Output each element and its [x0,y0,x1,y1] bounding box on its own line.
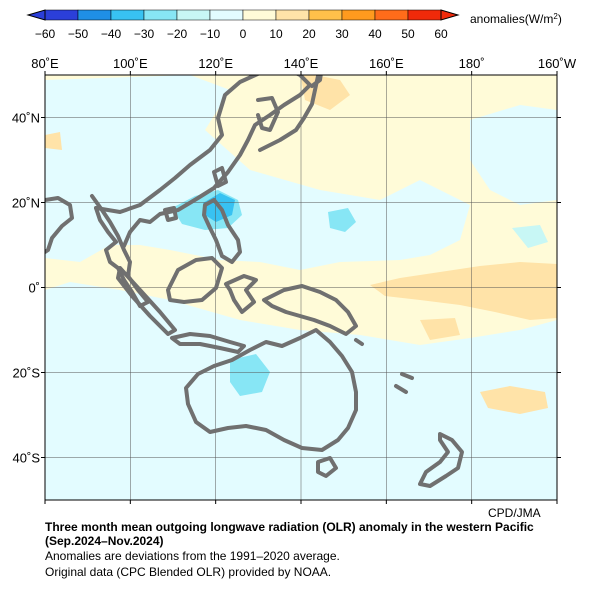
lon-label: 120˚E [198,56,233,71]
lon-label: 140˚E [284,56,319,71]
lon-label: 180˚ [459,56,485,71]
coast-java [170,332,246,354]
lat-label: 20˚N [12,196,40,211]
colorbar-unit-label: anomalies(W/m2) [470,12,562,27]
coast-small-islands [354,338,414,394]
coast-australia [184,328,358,452]
coast-korea [256,96,280,132]
colorbar-low-arrow [26,9,46,21]
colorbar-tick-label: 10 [269,27,283,41]
lat-label: 20˚S [13,366,41,381]
coast-sulawesi [224,274,258,314]
colorbar-high-arrow [440,9,460,21]
axis-labels: 80˚E 100˚E 120˚E 140˚E 160˚E 180˚ 160˚W 40˚N 20˚… [12,56,577,504]
coast-borneo [166,256,224,304]
colorbar-cell [77,9,112,21]
caption-title: Three month mean outgoing longwave radia… [45,520,534,534]
colorbar-cell [407,9,442,21]
coast-hainan [163,206,178,222]
coast-philippines [202,198,242,264]
colorbar-tick-label: 30 [335,27,349,41]
coast-new-zealand [418,432,464,488]
colorbar-cell [275,9,310,21]
anomaly-pos-small-1 [420,318,460,340]
colorbar-cell [110,9,145,21]
colorbar-tick-label: 60 [434,27,448,41]
coast-new-guinea [262,284,358,336]
credit-label: CPD/JMA [488,506,541,520]
colorbar-cell [308,9,343,21]
colorbar-cell [176,9,211,21]
colorbar-tick-label: 50 [401,27,415,41]
colorbar: −60 −50 −40 −30 −20 −10 0 10 20 30 40 50 60 anomalie… [26,9,562,41]
anomaly-neg-australia [230,354,270,396]
colorbar-tick-label: −40 [101,27,122,41]
coast-tasmania [316,456,338,478]
coast-japan [258,75,323,152]
anomaly-pos-small-2 [45,132,62,150]
coast-india [45,196,74,254]
lat-label: 40˚S [13,451,41,466]
colorbar-cell [209,9,244,21]
coast-sumatra [116,266,177,336]
colorbar-tick-labels: −60 −50 −40 −30 −20 −10 0 10 20 30 40 50 60 [35,27,448,41]
anomaly-neg-east-north [470,105,557,205]
colorbar-tick-label: −10 [200,27,221,41]
colorbar-cell [143,9,178,21]
colorbar-tick-label: −20 [167,27,188,41]
caption-note-source: Original data (CPC Blended OLR) provided… [45,565,332,579]
lon-label: 160˚E [369,56,404,71]
coastlines [45,75,464,488]
map: 80˚E 100˚E 120˚E 140˚E 160˚E 180˚ 160˚W 40˚N 20˚… [12,56,577,504]
colorbar-tick-label: 0 [240,27,247,41]
colorbar-tick-label: −30 [134,27,155,41]
lon-label: 80˚E [31,56,59,71]
colorbar-tick-label: −60 [35,27,56,41]
colorbar-tick-label: 20 [302,27,316,41]
colorbar-cell [374,9,409,21]
anomaly-neg-west-pacific [328,208,356,232]
colorbar-tick-label: −50 [68,27,89,41]
caption-note-baseline: Anomalies are deviations from the 1991–2… [45,549,340,563]
anomaly-neg-date-line [512,225,548,248]
lat-label: 0˚ [28,281,40,296]
colorbar-cell [242,9,277,21]
lat-label: 40˚N [12,111,40,126]
lon-label: 100˚E [113,56,148,71]
lon-label: 160˚W [538,56,577,71]
anomaly-pos-equatorial [370,262,557,320]
anomaly-pos-southeast [480,386,548,414]
colorbar-cell [44,9,79,21]
coast-taiwan [212,166,228,188]
caption-period: (Sep.2024–Nov.2024) [45,534,164,548]
colorbar-tick-label: 40 [368,27,382,41]
colorbar-cell [341,9,376,21]
colorbar-cells [44,9,442,21]
